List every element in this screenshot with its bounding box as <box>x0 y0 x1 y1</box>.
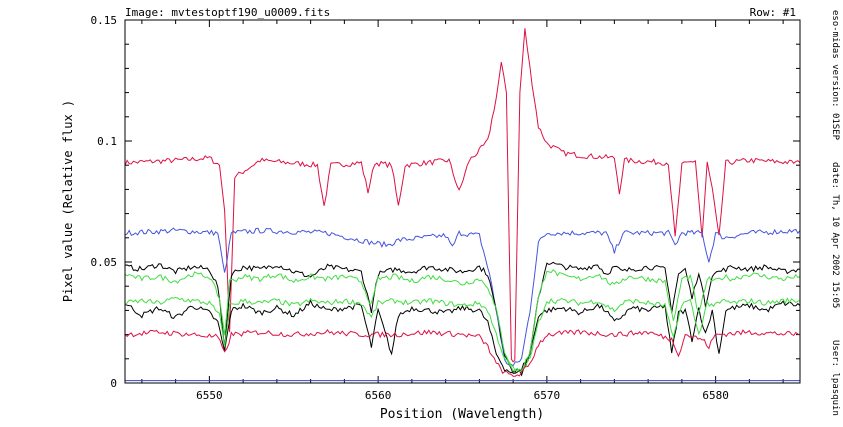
date-info: date: Th, 10 Apr 2002 15:05 <box>830 162 840 308</box>
y-tick-label: 0.1 <box>97 135 117 148</box>
image-label: Image: mvtestoptf190_u0009.fits <box>125 6 330 19</box>
version-info: eso-midas version: 01SEP <box>830 10 840 141</box>
row-label: Row: #1 <box>750 6 796 19</box>
y-tick-label: 0.15 <box>91 14 118 27</box>
x-tick-label: 6560 <box>365 389 392 402</box>
series-line-6 <box>125 296 800 373</box>
plot-area: 6550 6560 6570 6580 0 0.05 0.1 0.15 <box>91 14 800 402</box>
y-axis-label: Pixel value (Relative flux ) <box>61 100 75 302</box>
series-line-5 <box>125 269 800 372</box>
user-info: User: lpasquin <box>830 340 840 416</box>
x-axis-label: Position (Wavelength) <box>380 407 544 422</box>
y-tick-label: 0.05 <box>91 256 118 269</box>
x-tick-label: 6580 <box>702 389 729 402</box>
series-line-3 <box>125 261 800 377</box>
series-line-4 <box>125 299 800 374</box>
plot-frame <box>124 19 801 384</box>
x-tick-label: 6570 <box>534 389 561 402</box>
x-tick-label: 6550 <box>196 389 223 402</box>
y-tick-label: 0 <box>110 377 117 390</box>
series-line-2 <box>125 227 800 367</box>
series-line-1 <box>125 28 800 363</box>
series-line-7 <box>125 329 800 377</box>
